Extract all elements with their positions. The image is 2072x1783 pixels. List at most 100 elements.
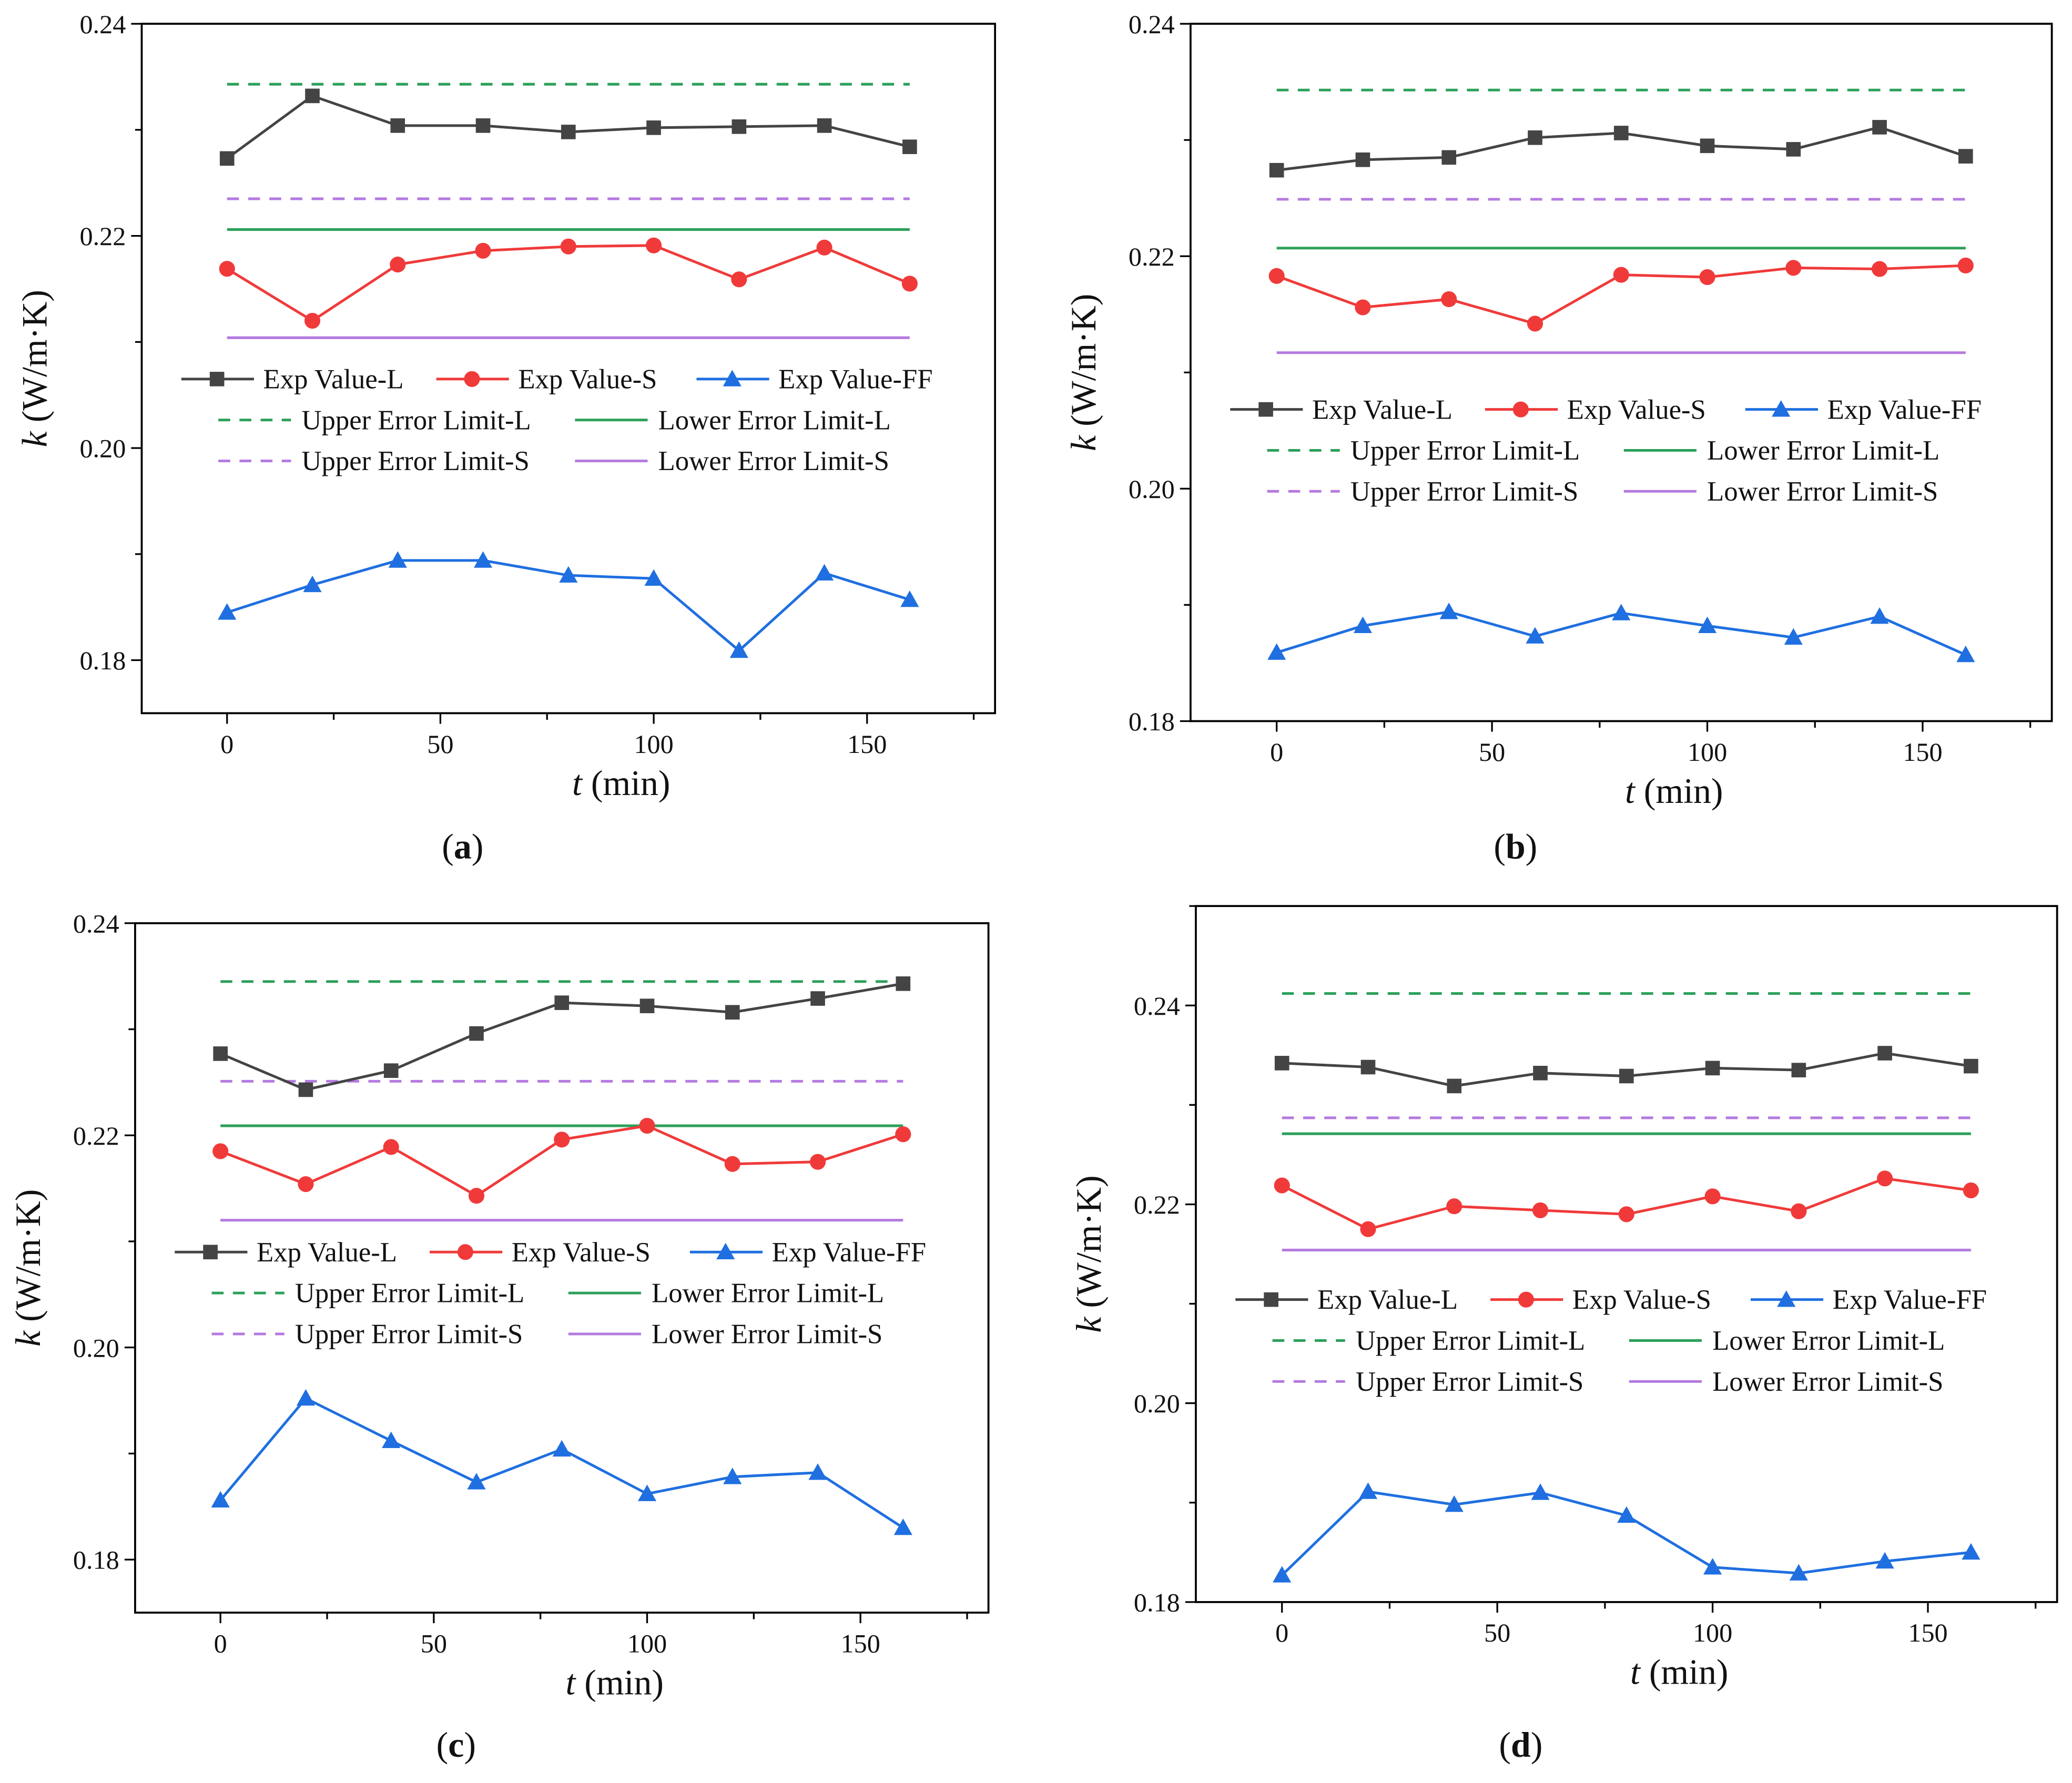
data-point-square-marker (1786, 142, 1801, 157)
x-tick-label: 150 (841, 1628, 880, 1658)
data-point-triangle-marker (1353, 616, 1373, 634)
data-point-circle-marker (1446, 1198, 1462, 1215)
legend-label: Upper Error Limit-L (295, 1278, 524, 1309)
data-point-circle-marker (219, 261, 235, 277)
y-tick-label: 0.24 (73, 909, 119, 938)
legend: Exp Value-L Exp Value-S Exp Value-FF Upper … (1235, 1285, 1987, 1397)
data-point-triangle-marker (1273, 1566, 1292, 1583)
x-tick-label: 150 (847, 729, 887, 759)
legend-label: Exp Value-L (257, 1237, 397, 1268)
data-point-circle-marker (1441, 291, 1457, 308)
y-tick-label: 0.22 (1129, 242, 1175, 271)
x-axis-unit: (min) (1640, 1653, 1729, 1692)
legend-label: Upper Error Limit-S (301, 446, 530, 476)
legend: Exp Value-L Exp Value-S Exp Value-FF Upper … (181, 364, 933, 476)
x-tick-label: 50 (427, 729, 453, 759)
data-point-circle-marker (1704, 1188, 1721, 1205)
data-point-triangle-marker (900, 590, 919, 607)
legend-label: Exp Value-S (1567, 394, 1706, 425)
x-axis-variable: t (1630, 1653, 1641, 1692)
data-point-circle-marker (383, 1139, 399, 1155)
x-axis-label: t (min) (1625, 771, 1723, 811)
data-point-triangle-marker (815, 564, 834, 580)
legend-circle-marker (1512, 401, 1529, 417)
data-point-triangle-marker (211, 1491, 230, 1507)
caption-letter: b (1506, 827, 1526, 867)
data-point-triangle-marker (1612, 604, 1631, 620)
data-point-triangle-marker (303, 575, 322, 593)
legend-circle-marker (1518, 1291, 1534, 1308)
legend-square-marker (1258, 402, 1273, 417)
series-line-exp-value-s (226, 244, 910, 323)
caption-letter: c (448, 1725, 464, 1765)
data-point-circle-marker (645, 237, 662, 253)
y-tick-label: 0.20 (79, 434, 126, 463)
data-point-circle-marker (724, 1156, 740, 1172)
data-point-triangle-marker (1875, 1552, 1894, 1569)
plot-frame (140, 23, 997, 715)
x-axis-unit: (min) (1635, 771, 1723, 811)
y-tick-label: 0.20 (1134, 1389, 1180, 1418)
y-tick-label: 0.18 (73, 1545, 119, 1575)
plot-frame (134, 922, 990, 1614)
y-axis-unit: (W/m·K) (15, 290, 55, 431)
legend-label: Lower Error Limit-S (658, 446, 889, 476)
data-point-square-marker (1958, 149, 1973, 164)
data-point-square-marker (390, 118, 405, 133)
data-point-circle-marker (1877, 1170, 1893, 1187)
data-point-square-marker (1533, 1066, 1548, 1081)
y-axis-variable: k (15, 430, 55, 447)
x-axis-variable: t (565, 1663, 576, 1703)
chart-panel-b: 0 50 100 150 0.18 0.20 0.22 0.24 t (min) k (W/m·K… (1064, 9, 2053, 867)
legend-triangle-marker (1772, 400, 1791, 417)
data-point-square-marker (1791, 1063, 1806, 1077)
data-point-square-marker (475, 118, 491, 133)
x-tick-label: 100 (1688, 737, 1727, 767)
legend-label: Lower Error Limit-L (652, 1278, 884, 1309)
data-point-square-marker (219, 151, 235, 166)
data-point-square-marker (732, 119, 747, 134)
x-tick-label: 0 (214, 1628, 227, 1658)
data-point-circle-marker (1274, 1177, 1290, 1194)
data-point-square-marker (1360, 1059, 1376, 1075)
data-point-circle-marker (1527, 315, 1543, 332)
data-point-square-marker (1528, 130, 1542, 145)
data-point-square-marker (646, 120, 661, 135)
data-point-square-marker (817, 118, 832, 133)
legend-triangle-marker (723, 370, 742, 386)
y-tick-label: 0.24 (79, 9, 126, 39)
legend-label: Upper Error Limit-S (1356, 1367, 1583, 1397)
data-point-circle-marker (304, 312, 321, 329)
data-point-triangle-marker (296, 1389, 316, 1406)
legend-label: Upper Error Limit-L (1350, 435, 1580, 466)
data-point-square-marker (383, 1063, 399, 1078)
data-point-square-marker (1964, 1058, 1978, 1074)
data-point-triangle-marker (1267, 643, 1286, 660)
caption-open: ( (1499, 1725, 1511, 1765)
y-axis-variable: k (1064, 434, 1103, 451)
x-tick-label: 150 (1908, 1618, 1947, 1647)
data-point-circle-marker (212, 1143, 229, 1159)
data-point-triangle-marker (729, 641, 748, 658)
data-point-square-marker (1441, 150, 1457, 165)
y-tick-label: 0.24 (1129, 9, 1175, 39)
data-point-square-marker (1613, 126, 1629, 140)
data-point-triangle-marker (637, 1484, 657, 1501)
x-axis-variable: t (1625, 771, 1636, 811)
data-point-triangle-marker (1698, 616, 1717, 634)
data-point-triangle-marker (559, 566, 578, 583)
data-point-circle-marker (560, 238, 576, 254)
data-point-circle-marker (1532, 1202, 1549, 1218)
data-point-square-marker (1274, 1056, 1289, 1071)
legend-label: Upper Error Limit-S (1350, 476, 1578, 507)
data-point-triangle-marker (1358, 1482, 1378, 1499)
legend-square-marker (1264, 1292, 1278, 1307)
data-point-triangle-marker (1531, 1483, 1550, 1500)
legend-label: Lower Error Limit-L (1712, 1326, 1945, 1356)
x-tick-label: 0 (1275, 1618, 1288, 1647)
y-axis-label: k (W/m·K) (8, 1189, 48, 1347)
legend-label: Lower Error Limit-S (1707, 476, 1938, 507)
data-point-square-marker (1705, 1061, 1720, 1076)
legend-label: Exp Value-FF (1833, 1285, 1987, 1315)
plot-frame (1195, 905, 2058, 1603)
